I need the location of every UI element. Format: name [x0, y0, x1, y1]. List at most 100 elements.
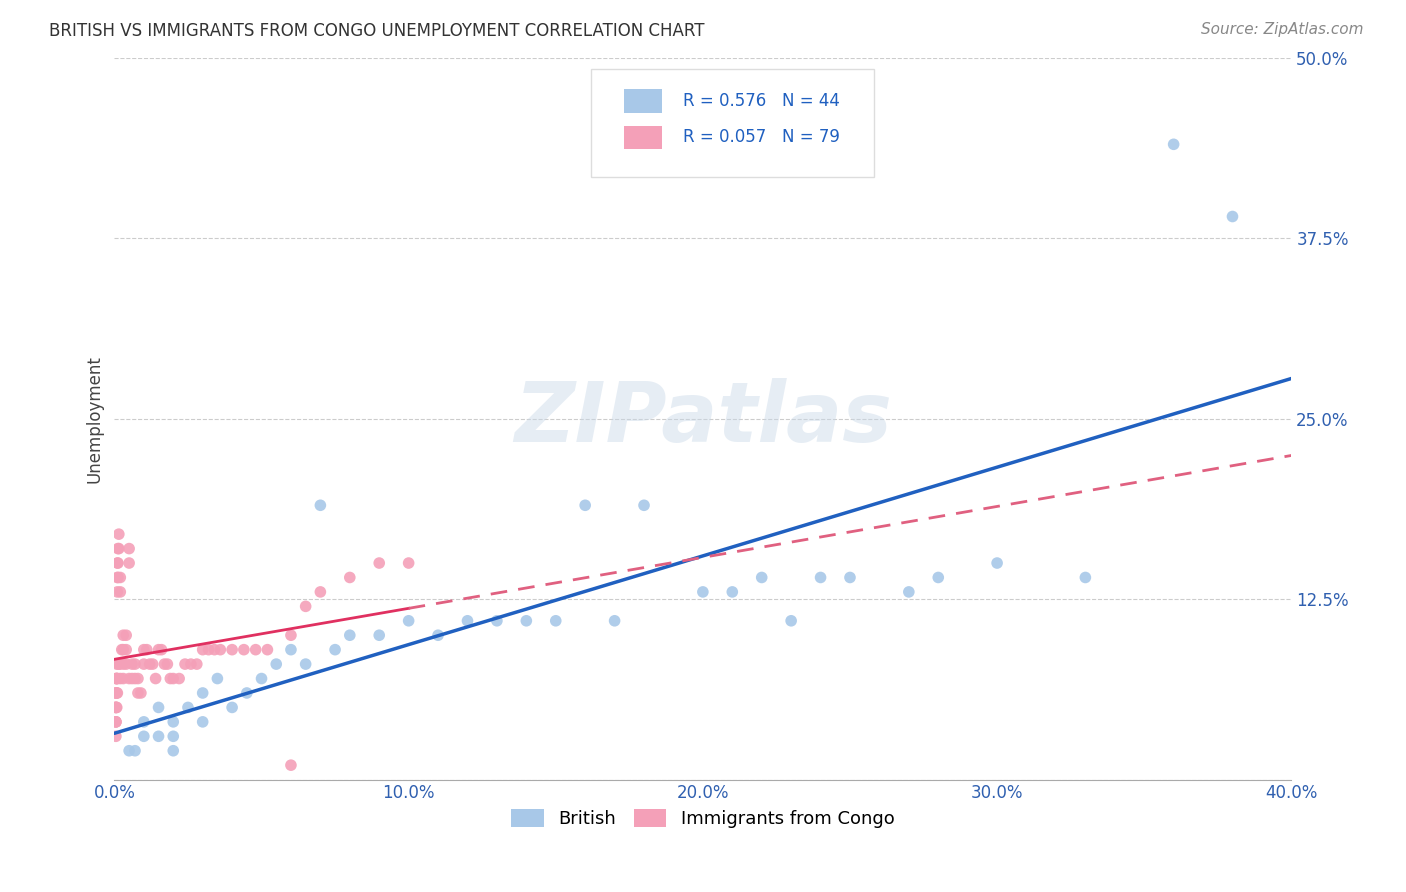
Immigrants from Congo — [112, 628, 135, 642]
Immigrants from Congo — [294, 599, 316, 614]
British — [191, 686, 214, 700]
FancyBboxPatch shape — [624, 89, 662, 112]
Immigrants from Congo — [105, 672, 128, 686]
Immigrants from Congo — [104, 714, 127, 729]
Immigrants from Congo — [105, 672, 128, 686]
Immigrants from Congo — [135, 642, 157, 657]
Immigrants from Congo — [368, 556, 391, 570]
British — [603, 614, 626, 628]
Immigrants from Congo — [221, 642, 243, 657]
Immigrants from Congo — [110, 672, 132, 686]
Immigrants from Congo — [108, 657, 131, 672]
Y-axis label: Unemployment: Unemployment — [86, 355, 103, 483]
British — [148, 700, 170, 714]
Immigrants from Congo — [104, 672, 127, 686]
Text: Source: ZipAtlas.com: Source: ZipAtlas.com — [1201, 22, 1364, 37]
Immigrants from Congo — [104, 700, 127, 714]
Immigrants from Congo — [121, 672, 143, 686]
Immigrants from Congo — [124, 672, 146, 686]
Immigrants from Congo — [197, 642, 219, 657]
Immigrants from Congo — [186, 657, 208, 672]
British — [221, 700, 243, 714]
Immigrants from Congo — [115, 628, 138, 642]
British — [280, 642, 302, 657]
Immigrants from Congo — [127, 672, 149, 686]
British — [118, 744, 141, 758]
Immigrants from Congo — [105, 700, 128, 714]
British — [927, 570, 949, 584]
Immigrants from Congo — [108, 541, 131, 556]
British — [162, 729, 184, 743]
British — [124, 744, 146, 758]
Immigrants from Congo — [112, 642, 135, 657]
Immigrants from Congo — [105, 585, 128, 599]
British — [986, 556, 1008, 570]
Text: R = 0.576   N = 44: R = 0.576 N = 44 — [683, 92, 839, 110]
Immigrants from Congo — [112, 657, 135, 672]
British — [398, 614, 420, 628]
Immigrants from Congo — [153, 657, 176, 672]
Immigrants from Congo — [339, 570, 361, 584]
Legend: British, Immigrants from Congo: British, Immigrants from Congo — [503, 802, 901, 836]
British — [148, 729, 170, 743]
British — [1074, 570, 1097, 584]
Immigrants from Congo — [280, 628, 302, 642]
British — [427, 628, 450, 642]
British — [810, 570, 832, 584]
Immigrants from Congo — [280, 758, 302, 772]
British — [191, 714, 214, 729]
Immigrants from Congo — [115, 657, 138, 672]
Immigrants from Congo — [398, 556, 420, 570]
Immigrants from Congo — [132, 642, 155, 657]
British — [721, 585, 744, 599]
British — [633, 498, 655, 512]
British — [162, 714, 184, 729]
British — [368, 628, 391, 642]
Immigrants from Congo — [245, 642, 267, 657]
Immigrants from Congo — [105, 686, 128, 700]
Immigrants from Congo — [124, 657, 146, 672]
Immigrants from Congo — [110, 585, 132, 599]
Immigrants from Congo — [204, 642, 226, 657]
British — [177, 700, 200, 714]
Immigrants from Congo — [105, 570, 128, 584]
Immigrants from Congo — [105, 556, 128, 570]
Immigrants from Congo — [309, 585, 332, 599]
Immigrants from Congo — [104, 686, 127, 700]
Immigrants from Congo — [104, 729, 127, 743]
British — [692, 585, 714, 599]
British — [264, 657, 287, 672]
British — [751, 570, 773, 584]
Immigrants from Congo — [104, 700, 127, 714]
Immigrants from Congo — [174, 657, 197, 672]
Immigrants from Congo — [110, 570, 132, 584]
British — [1222, 210, 1244, 224]
Immigrants from Congo — [108, 657, 131, 672]
Immigrants from Congo — [156, 657, 179, 672]
Immigrants from Congo — [191, 642, 214, 657]
Immigrants from Congo — [162, 672, 184, 686]
Text: BRITISH VS IMMIGRANTS FROM CONGO UNEMPLOYMENT CORRELATION CHART: BRITISH VS IMMIGRANTS FROM CONGO UNEMPLO… — [49, 22, 704, 40]
British — [309, 498, 332, 512]
British — [574, 498, 596, 512]
British — [339, 628, 361, 642]
FancyBboxPatch shape — [624, 126, 662, 149]
Immigrants from Congo — [111, 642, 134, 657]
Immigrants from Congo — [104, 686, 127, 700]
British — [162, 744, 184, 758]
British — [897, 585, 920, 599]
British — [1163, 137, 1185, 152]
Text: ZIPatlas: ZIPatlas — [515, 378, 891, 459]
Immigrants from Congo — [232, 642, 254, 657]
Immigrants from Congo — [148, 642, 170, 657]
British — [323, 642, 346, 657]
British — [132, 714, 155, 729]
Immigrants from Congo — [118, 672, 141, 686]
Immigrants from Congo — [118, 556, 141, 570]
British — [250, 672, 273, 686]
Immigrants from Congo — [209, 642, 232, 657]
Immigrants from Congo — [138, 657, 160, 672]
British — [456, 614, 478, 628]
British — [780, 614, 803, 628]
British — [294, 657, 316, 672]
